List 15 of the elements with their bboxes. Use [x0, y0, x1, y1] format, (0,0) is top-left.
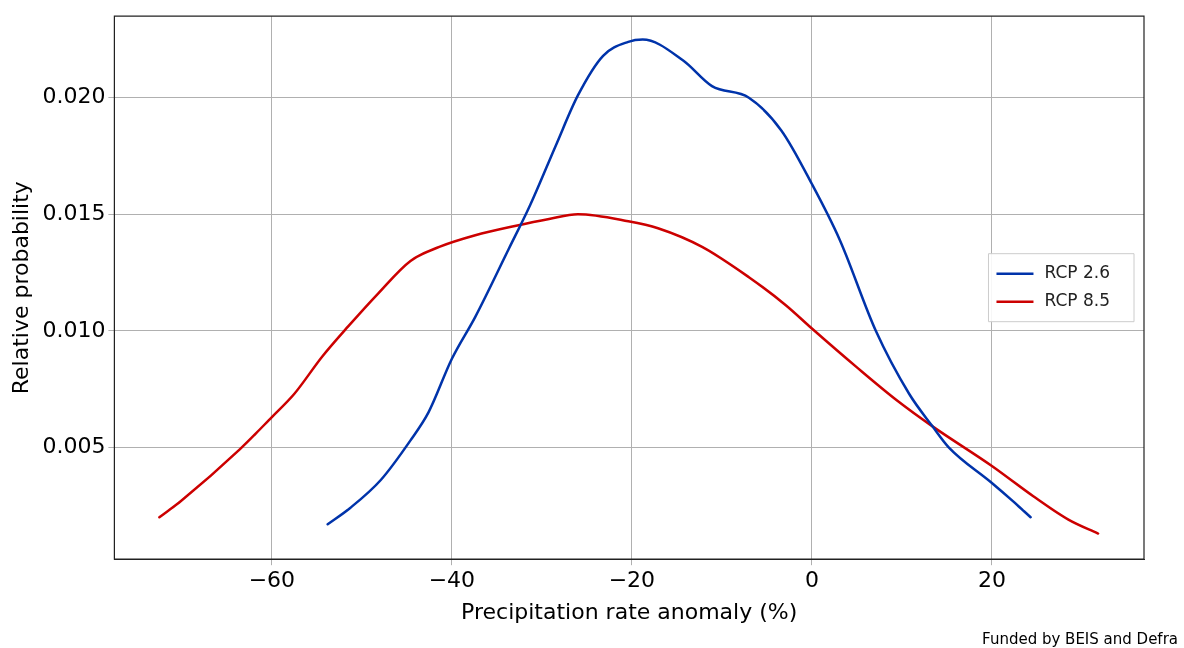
line-series [326, 38, 1032, 526]
x-tick-label: −60 [248, 567, 296, 593]
legend-label: RCP 8.5 [1044, 290, 1110, 311]
text: Funded by BEIS and Defra [982, 630, 1178, 648]
x-tick-label: −40 [428, 567, 476, 593]
y-tick-label: 0.005 [42, 433, 106, 459]
x-tick-label: −20 [608, 567, 656, 593]
x-tick-label: 0 [804, 567, 819, 593]
legend-label: RCP 2.6 [1044, 262, 1110, 283]
y-tick-label: 0.015 [42, 200, 106, 226]
y-axis-title: Relative probability [7, 181, 33, 395]
y-tick-label: 0.010 [42, 316, 106, 342]
x-axis-title: Precipitation rate anomaly (%) [461, 598, 798, 624]
y-tick-label: 0.020 [42, 83, 106, 109]
x-tick-label: 20 [977, 567, 1006, 593]
